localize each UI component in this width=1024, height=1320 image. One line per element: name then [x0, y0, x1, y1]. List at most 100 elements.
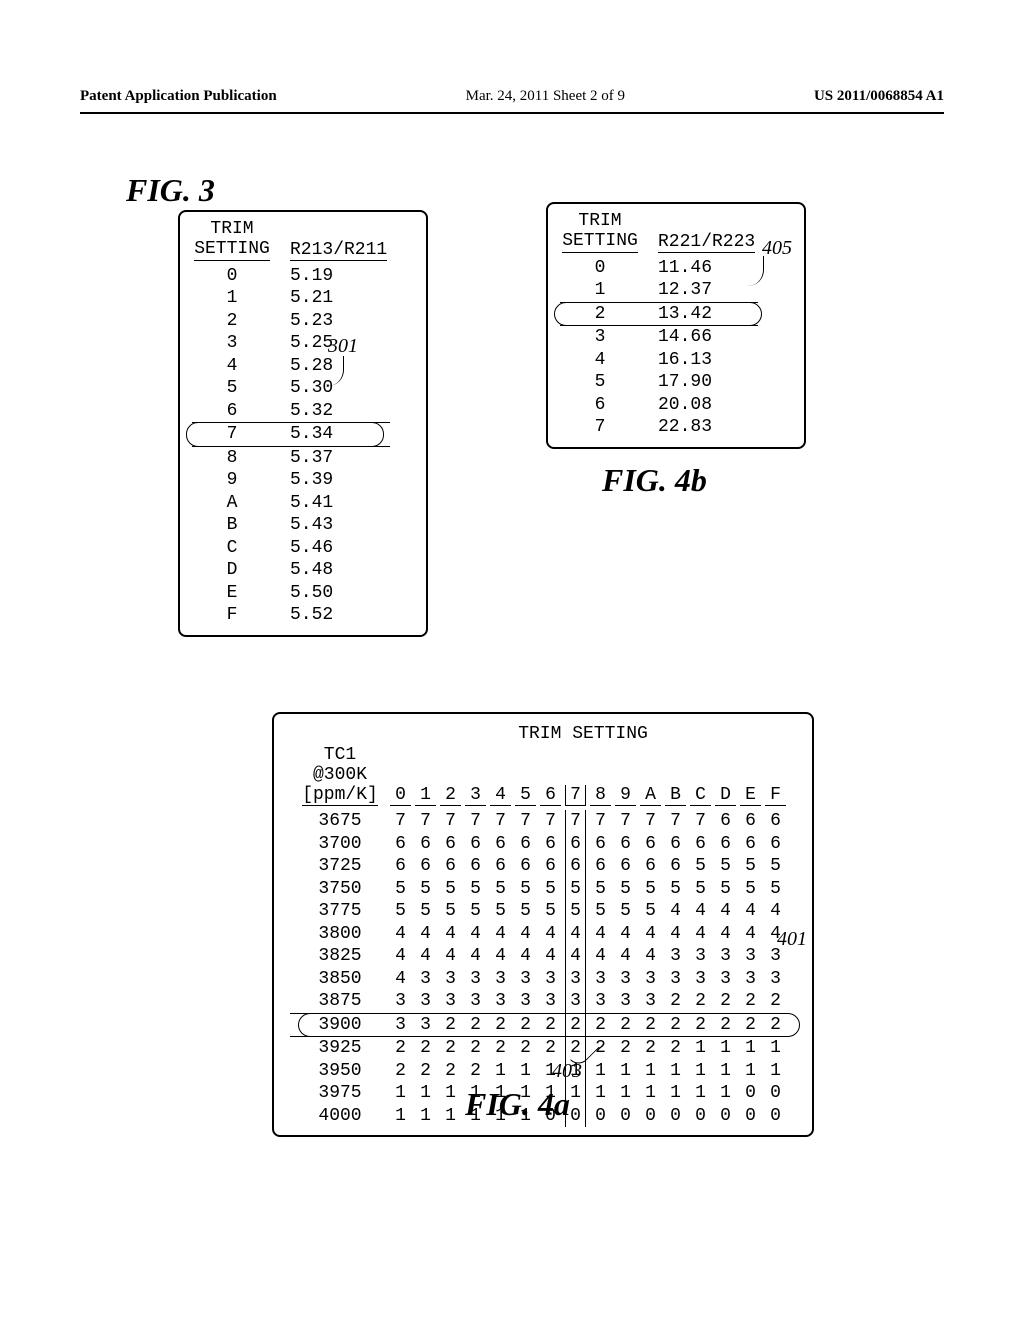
matrix-cell: 3 — [565, 990, 586, 1014]
fig4b-header-row: TRIM SETTING R221/R223 — [560, 212, 792, 253]
matrix-cell: 0 — [590, 1105, 611, 1128]
fig4a-col-header: 4 — [490, 785, 511, 806]
matrix-cell: 1 — [765, 1060, 786, 1083]
matrix-cell: 2 — [665, 1036, 686, 1060]
matrix-cell: 7 — [465, 810, 486, 833]
table-row: C5.46 — [192, 537, 414, 560]
fig4a-cells: 4333333333333333 — [390, 968, 786, 991]
matrix-cell: 7 — [565, 810, 586, 833]
matrix-cell: 5 — [765, 878, 786, 901]
trim-setting-cell: C — [192, 537, 272, 560]
matrix-cell: 6 — [465, 833, 486, 856]
matrix-cell: 2 — [740, 1014, 761, 1037]
matrix-cell: 3 — [690, 945, 711, 968]
fig4a-col-header: 9 — [615, 785, 636, 806]
matrix-cell: 0 — [690, 1105, 711, 1128]
matrix-cell: 2 — [465, 1014, 486, 1037]
matrix-cell: 5 — [515, 878, 536, 901]
matrix-cell: 3 — [665, 968, 686, 991]
matrix-cell: 1 — [715, 1060, 736, 1083]
table-row: 36757777777777777666 — [290, 810, 796, 833]
fig4a-col-header: D — [715, 785, 736, 806]
trim-setting-cell: B — [192, 514, 272, 537]
trim-setting-cell: 2 — [192, 310, 272, 333]
table-row: D5.48 — [192, 559, 414, 582]
matrix-cell: 5 — [465, 900, 486, 923]
matrix-cell: 0 — [740, 1082, 761, 1105]
matrix-cell: 2 — [515, 1036, 536, 1060]
matrix-cell: 5 — [740, 878, 761, 901]
table-row: 722.83 — [560, 416, 792, 439]
table-row: 15.21 — [192, 287, 414, 310]
value-cell: 5.37 — [290, 446, 390, 470]
fig3-header-left: TRIM SETTING — [192, 220, 272, 261]
tc1-label: 3925 — [290, 1036, 390, 1060]
page-header: Patent Application Publication Mar. 24, … — [80, 88, 944, 105]
matrix-cell: 5 — [415, 900, 436, 923]
matrix-cell: 4 — [390, 968, 411, 991]
matrix-cell: 5 — [540, 878, 561, 901]
matrix-cell: 5 — [565, 900, 586, 923]
matrix-cell: 2 — [615, 1036, 636, 1060]
trim-setting-cell: 7 — [560, 416, 640, 439]
matrix-cell: 3 — [515, 990, 536, 1014]
matrix-cell: 3 — [540, 968, 561, 991]
matrix-cell: 5 — [615, 900, 636, 923]
matrix-cell: 6 — [740, 810, 761, 833]
matrix-cell: 5 — [740, 855, 761, 878]
matrix-cell: 1 — [665, 1060, 686, 1083]
fig3-header-r: R213/R211 — [290, 240, 387, 261]
matrix-cell: 5 — [490, 900, 511, 923]
matrix-cell: 1 — [590, 1060, 611, 1083]
fig4a-lh1: TC1 — [324, 745, 356, 765]
matrix-cell: 5 — [690, 855, 711, 878]
matrix-cell: 4 — [640, 923, 661, 946]
value-cell: 5.23 — [290, 310, 390, 333]
matrix-cell: 7 — [640, 810, 661, 833]
matrix-cell: 7 — [415, 810, 436, 833]
table-row: 05.19 — [192, 265, 414, 288]
matrix-cell: 4 — [615, 945, 636, 968]
table-row: 39502222111111111111 — [290, 1060, 796, 1083]
fig4a-cells: 3333333333322222 — [390, 990, 786, 1014]
tc1-label: 3975 — [290, 1082, 390, 1105]
matrix-cell: 5 — [515, 900, 536, 923]
value-cell: 5.41 — [290, 492, 390, 515]
fig4a-rows: 3675777777777777766637006666666666666666… — [290, 810, 796, 1127]
matrix-cell: 0 — [715, 1105, 736, 1128]
matrix-cell: 2 — [415, 1060, 436, 1083]
fig4b-header-l2: SETTING — [562, 232, 638, 253]
matrix-cell: 4 — [540, 945, 561, 968]
matrix-cell: 3 — [715, 968, 736, 991]
matrix-cell: 5 — [640, 900, 661, 923]
matrix-cell: 3 — [465, 990, 486, 1014]
matrix-cell: 6 — [765, 810, 786, 833]
fig4a-lh2: @300K — [313, 765, 367, 785]
matrix-cell: 0 — [740, 1105, 761, 1128]
matrix-cell: 2 — [540, 1036, 561, 1060]
table-row: 75.34 — [192, 423, 414, 446]
matrix-cell: 3 — [690, 968, 711, 991]
matrix-cell: 1 — [740, 1060, 761, 1083]
matrix-cell: 5 — [765, 855, 786, 878]
matrix-cell: 6 — [590, 833, 611, 856]
matrix-cell: 5 — [465, 878, 486, 901]
matrix-cell: 2 — [765, 990, 786, 1014]
tc1-label: 3850 — [290, 968, 390, 991]
tc1-label: 3950 — [290, 1060, 390, 1083]
matrix-cell: 2 — [715, 990, 736, 1014]
matrix-cell: 3 — [440, 968, 461, 991]
matrix-cell: 1 — [715, 1082, 736, 1105]
trim-setting-cell: 4 — [560, 349, 640, 372]
matrix-cell: 1 — [640, 1082, 661, 1105]
matrix-cell: 4 — [765, 900, 786, 923]
matrix-cell: 6 — [715, 833, 736, 856]
matrix-cell: 4 — [490, 945, 511, 968]
matrix-cell: 4 — [540, 923, 561, 946]
trim-setting-cell: 0 — [560, 257, 640, 280]
tc1-label: 3675 — [290, 810, 390, 833]
matrix-cell: 1 — [390, 1105, 411, 1128]
tc1-label: 3800 — [290, 923, 390, 946]
matrix-cell: 3 — [440, 990, 461, 1014]
callout-405: 405 — [762, 237, 792, 260]
